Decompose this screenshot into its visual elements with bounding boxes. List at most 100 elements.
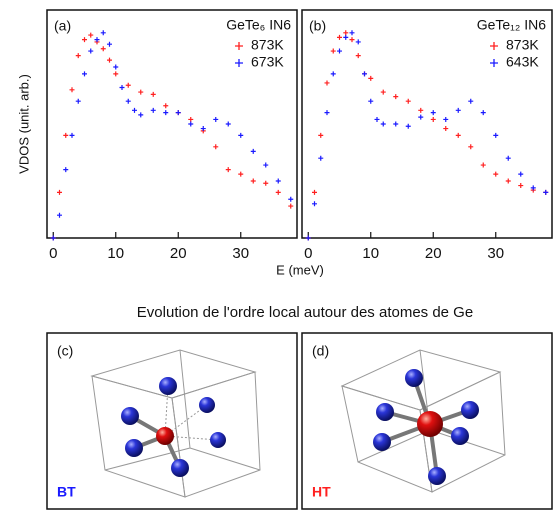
legend-marker — [490, 42, 498, 50]
data-point — [100, 30, 106, 36]
data-point — [119, 85, 125, 91]
structure-panel: (c) BT — [46, 332, 298, 510]
data-point — [213, 116, 219, 122]
panel-frame — [46, 332, 298, 510]
data-point — [368, 98, 374, 104]
legend-marker — [235, 59, 243, 67]
x-tick-label: 20 — [170, 245, 187, 262]
sample-title: GeTe₁₂ IN6 — [477, 17, 547, 33]
data-point — [543, 189, 549, 195]
data-point — [324, 110, 330, 116]
data-point — [312, 201, 317, 207]
data-point — [94, 37, 100, 43]
data-point — [275, 178, 281, 184]
data-point — [330, 48, 336, 54]
panel-label: (d) — [312, 343, 329, 359]
caption: Evolution de l'ordre local autour des at… — [137, 304, 473, 321]
legend-marker — [490, 59, 498, 67]
data-point — [368, 75, 374, 81]
data-point — [355, 53, 361, 59]
data-point — [250, 178, 256, 184]
data-point — [493, 132, 499, 138]
data-point — [69, 132, 75, 138]
data-point — [443, 116, 449, 122]
data-point — [330, 71, 336, 77]
panel-label: (c) — [57, 343, 73, 359]
data-point — [163, 110, 169, 116]
data-point — [418, 114, 424, 120]
data-point — [288, 196, 294, 202]
data-point — [393, 121, 399, 127]
x-tick-label: 30 — [487, 245, 504, 262]
data-point — [82, 37, 87, 43]
sample-title: GeTe₆ IN6 — [226, 17, 291, 33]
data-point — [263, 180, 269, 186]
data-point — [468, 144, 474, 150]
legend-label: 643K — [506, 54, 539, 70]
phase-label: BT — [57, 484, 76, 500]
data-point — [88, 32, 94, 38]
data-point — [69, 87, 75, 93]
data-point — [163, 103, 169, 109]
data-point — [468, 98, 474, 104]
data-point — [63, 167, 69, 173]
data-point — [132, 107, 137, 113]
data-point — [505, 178, 511, 184]
data-point — [57, 189, 62, 195]
data-point — [275, 189, 281, 195]
x-tick-label: 0 — [304, 245, 312, 262]
data-point — [250, 148, 256, 154]
data-point — [405, 98, 411, 104]
data-point — [380, 89, 386, 95]
data-point — [88, 48, 94, 54]
data-point — [318, 132, 324, 138]
data-point — [312, 189, 317, 195]
data-point — [225, 167, 231, 173]
panel-frame — [301, 332, 553, 510]
legend-label: 873K — [506, 37, 539, 53]
data-point — [380, 121, 386, 127]
data-point — [100, 46, 106, 52]
data-point — [238, 171, 244, 177]
legend-label: 673K — [251, 54, 284, 70]
data-point — [113, 64, 119, 70]
data-point — [530, 185, 536, 191]
data-point — [75, 53, 81, 59]
data-point — [430, 110, 436, 116]
y-axis-label: VDOS (unit. arb.) — [16, 74, 31, 174]
x-tick-label: 20 — [425, 245, 442, 262]
phase-label: HT — [312, 484, 331, 500]
data-point — [82, 71, 87, 77]
x-tick-label: 30 — [232, 245, 249, 262]
data-point — [200, 126, 206, 132]
data-point — [305, 235, 311, 241]
data-point — [355, 39, 361, 45]
data-point — [188, 121, 194, 127]
data-point — [238, 132, 244, 138]
legend-marker — [235, 42, 243, 50]
data-point — [138, 89, 144, 95]
structure-panel: (d) HT — [301, 332, 553, 510]
data-point — [150, 91, 156, 97]
data-point — [518, 171, 524, 177]
data-point — [324, 80, 330, 86]
data-point — [175, 110, 181, 116]
data-point — [393, 94, 399, 100]
data-point — [405, 123, 411, 129]
data-point — [480, 110, 486, 116]
data-point — [493, 171, 499, 177]
data-point — [343, 30, 349, 36]
data-point — [318, 155, 324, 161]
data-point — [337, 34, 342, 40]
data-point — [75, 98, 81, 104]
data-point — [505, 155, 511, 161]
x-tick-label: 0 — [49, 245, 57, 262]
data-point — [188, 116, 194, 122]
data-point — [288, 203, 294, 209]
data-point — [337, 48, 342, 54]
data-point — [57, 212, 62, 218]
data-point — [362, 71, 367, 77]
data-point — [138, 112, 144, 118]
data-point — [113, 71, 119, 77]
